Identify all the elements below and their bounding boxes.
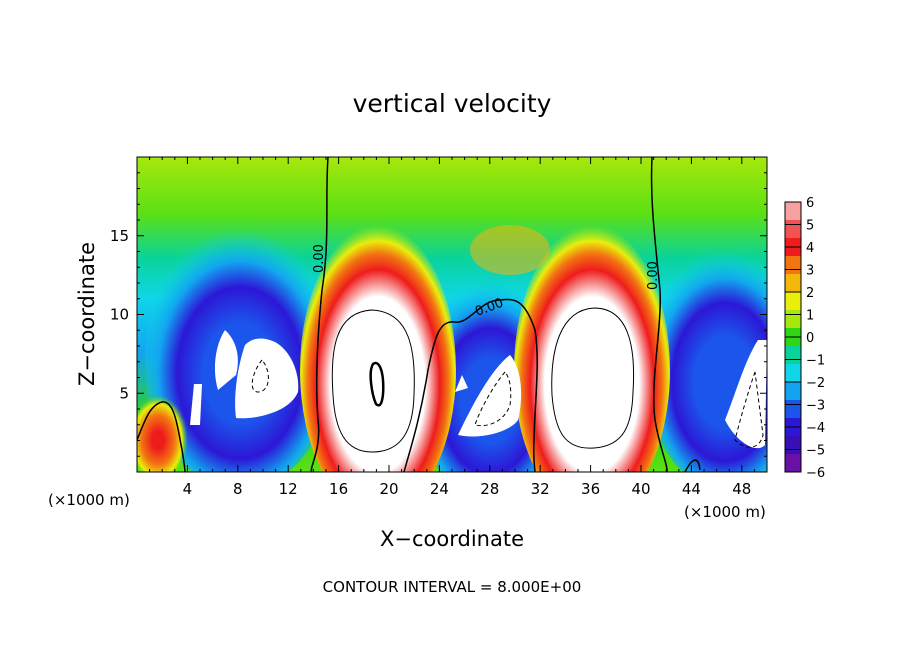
downdraft-core-left-3 (190, 384, 202, 425)
updraft-core-left (331, 309, 415, 453)
colorbar-swatch (785, 364, 801, 383)
colorbar-label: 1 (806, 309, 814, 324)
colorbar-swatch (785, 310, 801, 329)
y-tick-label: 15 (110, 227, 129, 245)
updraft-region-upper (470, 225, 550, 275)
x-unit-left: (×1000 m) (48, 491, 130, 509)
x-tick-label: 12 (279, 480, 298, 498)
colorbar-label: 0 (806, 331, 814, 346)
colorbar-swatch (785, 454, 801, 473)
x-tick-label: 16 (329, 480, 348, 498)
updraft-core-right (551, 307, 635, 449)
colorbar-swatch (785, 436, 801, 455)
colorbar-swatch (785, 346, 801, 365)
downdraft-core-left-2 (235, 338, 299, 419)
colorbar-label: 4 (806, 241, 814, 256)
colorbar-swatch (785, 202, 801, 221)
zero-contour-right (650, 157, 668, 472)
colorbar-swatch (785, 292, 801, 311)
x-tick-label: 24 (430, 480, 449, 498)
downdraft-core-left-1 (214, 330, 238, 390)
colorbar-label: −2 (806, 376, 825, 391)
zero-contour-small (684, 459, 701, 472)
updraft-inner-contour (369, 361, 385, 407)
zero-contour-center (403, 298, 538, 472)
colorbar: 6 5 4 3 2 1 0 −1 −2 −3 −4 −5 −6 (784, 196, 825, 481)
downdraft-core-right (725, 340, 767, 449)
colorbar-swatch (785, 382, 801, 401)
y-tick-label: 5 (119, 384, 129, 402)
x-tick-label: 32 (531, 480, 550, 498)
contour-interval-text: CONTOUR INTERVAL = 8.000E+00 (323, 578, 582, 596)
x-tick-label: 40 (631, 480, 650, 498)
downdraft-core-center (458, 355, 522, 437)
y-axis-label: Z−coordinate (75, 242, 99, 386)
updraft-region-surface (137, 395, 188, 472)
x-tick-label: 4 (183, 480, 193, 498)
contour-label-right: 0.00 (646, 261, 661, 290)
x-tick-label: 36 (581, 480, 600, 498)
downdraft-dashed-contour-center (474, 371, 512, 427)
x-tick-label: 8 (233, 480, 243, 498)
contour-label-left: 0.00 (312, 244, 327, 273)
x-axis-ticks: 4 8 12 16 20 24 28 32 36 40 44 48 (149, 157, 755, 498)
x-tick-label: 48 (732, 480, 751, 498)
colorbar-swatch (785, 256, 801, 275)
x-tick-label: 28 (480, 480, 499, 498)
x-tick-label: 20 (379, 480, 398, 498)
y-axis-ticks: 5 10 15 (110, 172, 767, 457)
colorbar-label: 6 (806, 196, 814, 211)
colorbar-label: −1 (806, 354, 825, 369)
zero-contour-left (310, 157, 329, 472)
colorbar-swatch (785, 274, 801, 293)
colorbar-label: 2 (806, 286, 814, 301)
downdraft-dashed-contour-left (251, 359, 269, 393)
x-tick-label: 44 (682, 480, 701, 498)
colorbar-label: −4 (806, 421, 825, 436)
plot-field (137, 157, 767, 472)
colorbar-swatch (785, 220, 801, 239)
zero-contour-surface (137, 401, 186, 472)
colorbar-label: 3 (806, 264, 814, 279)
x-unit-right: (×1000 m) (684, 503, 766, 521)
downdraft-dashed-contour-right (734, 371, 764, 448)
chart-title: vertical velocity (353, 89, 552, 118)
colorbar-label: 5 (806, 219, 814, 234)
y-tick-label: 10 (110, 306, 129, 324)
colorbar-label: −6 (806, 466, 825, 481)
x-axis-label: X−coordinate (380, 527, 524, 551)
downdraft-core-center-2 (455, 375, 468, 392)
colorbar-label: −3 (806, 399, 825, 414)
colorbar-swatch (785, 400, 801, 419)
colorbar-label: −5 (806, 444, 825, 459)
